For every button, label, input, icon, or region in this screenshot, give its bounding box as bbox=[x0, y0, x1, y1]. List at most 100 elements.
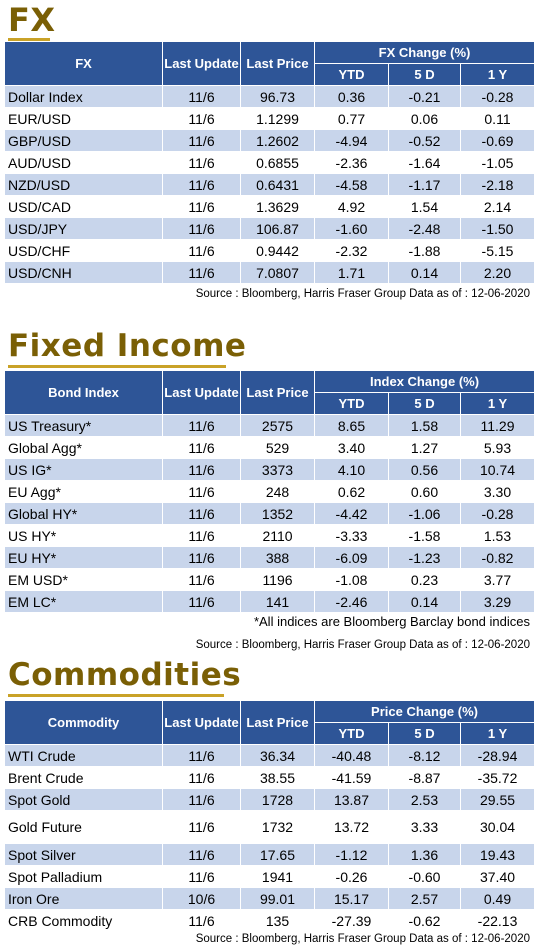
name-cell: Global Agg* bbox=[4, 436, 163, 459]
5d-cell: -1.88 bbox=[388, 239, 461, 262]
5d-cell: 2.57 bbox=[388, 887, 461, 910]
1y-cell: 19.43 bbox=[459, 843, 536, 866]
table-row: Global HY* 11/6 1352 -4.42 -1.06 -0.28 bbox=[4, 502, 536, 525]
last-price-cell: 529 bbox=[240, 436, 315, 459]
last-price-cell: 0.6855 bbox=[240, 151, 315, 174]
name-cell: NZD/USD bbox=[4, 173, 163, 196]
5d-cell: -8.87 bbox=[388, 766, 461, 789]
5d-cell: -1.06 bbox=[388, 502, 461, 525]
1y-cell: 3.77 bbox=[459, 568, 536, 591]
name-cell: Gold Future bbox=[4, 810, 163, 844]
ytd-cell: -1.08 bbox=[314, 568, 389, 591]
ytd-cell: -6.09 bbox=[314, 546, 389, 569]
table-row: AUD/USD 11/6 0.6855 -2.36 -1.64 -1.05 bbox=[4, 151, 536, 174]
commodities-title-underline bbox=[8, 694, 224, 697]
1y-cell: 0.11 bbox=[459, 107, 536, 130]
1y-cell: -1.05 bbox=[459, 151, 536, 174]
name-cell: Brent Crude bbox=[4, 766, 163, 789]
ytd-cell: -1.60 bbox=[314, 217, 389, 240]
ytd-cell: 15.17 bbox=[314, 887, 389, 910]
name-cell: USD/CNH bbox=[4, 261, 163, 284]
table-row: Dollar Index 11/6 96.73 0.36 -0.21 -0.28 bbox=[4, 85, 536, 108]
1y-cell: 2.14 bbox=[459, 195, 536, 218]
5d-cell: -0.21 bbox=[388, 85, 461, 108]
table-row: Gold Future 11/6 1732 13.72 3.33 30.04 bbox=[4, 810, 536, 844]
5d-cell: 1.54 bbox=[388, 195, 461, 218]
last-price-cell: 0.6431 bbox=[240, 173, 315, 196]
5d-cell: 0.14 bbox=[388, 261, 461, 284]
5d-cell: 1.58 bbox=[388, 414, 461, 437]
fx-header-5d: 5 D bbox=[388, 63, 461, 86]
ytd-cell: 13.72 bbox=[314, 810, 389, 844]
5d-cell: -0.60 bbox=[388, 865, 461, 888]
table-row: EU HY* 11/6 388 -6.09 -1.23 -0.82 bbox=[4, 546, 536, 569]
ytd-cell: 3.40 bbox=[314, 436, 389, 459]
fx-table-body: Dollar Index 11/6 96.73 0.36 -0.21 -0.28 EUR/U… bbox=[4, 85, 536, 284]
ytd-cell: -2.46 bbox=[314, 590, 389, 613]
5d-cell: 1.36 bbox=[388, 843, 461, 866]
ytd-cell: 0.36 bbox=[314, 85, 389, 108]
fixed-income-header-ytd: YTD bbox=[314, 392, 389, 415]
ytd-cell: 0.77 bbox=[314, 107, 389, 130]
ytd-cell: 0.62 bbox=[314, 480, 389, 503]
5d-cell: 0.06 bbox=[388, 107, 461, 130]
fixed-income-header-change-group: Index Change (%) bbox=[313, 370, 536, 393]
table-row: GBP/USD 11/6 1.2602 -4.94 -0.52 -0.69 bbox=[4, 129, 536, 152]
1y-cell: 0.49 bbox=[459, 887, 536, 910]
ytd-cell: -3.33 bbox=[314, 524, 389, 547]
fx-table: FX Last Update Last Price FX Change (%) … bbox=[4, 41, 536, 284]
fixed-income-header-last-price: Last Price bbox=[240, 370, 315, 415]
1y-cell: -2.18 bbox=[459, 173, 536, 196]
table-row: EM USD* 11/6 1196 -1.08 0.23 3.77 bbox=[4, 568, 536, 591]
commodities-header-last-update: Last Update bbox=[162, 700, 241, 745]
last-update-cell: 10/6 bbox=[162, 887, 241, 910]
ytd-cell: -2.32 bbox=[314, 239, 389, 262]
fixed-income-header-1y: 1 Y bbox=[459, 392, 536, 415]
last-update-cell: 11/6 bbox=[162, 524, 241, 547]
name-cell: WTI Crude bbox=[4, 744, 163, 767]
5d-cell: -0.52 bbox=[388, 129, 461, 152]
name-cell: CRB Commodity bbox=[4, 909, 163, 932]
last-update-cell: 11/6 bbox=[162, 590, 241, 613]
table-row: CRB Commodity 11/6 135 -27.39 -0.62 -22.13 bbox=[4, 909, 536, 932]
table-row: EU Agg* 11/6 248 0.62 0.60 3.30 bbox=[4, 480, 536, 503]
ytd-cell: -0.26 bbox=[314, 865, 389, 888]
5d-cell: 0.56 bbox=[388, 458, 461, 481]
commodities-header-last-price: Last Price bbox=[240, 700, 315, 745]
table-row: NZD/USD 11/6 0.6431 -4.58 -1.17 -2.18 bbox=[4, 173, 536, 196]
5d-cell: -1.23 bbox=[388, 546, 461, 569]
1y-cell: -0.28 bbox=[459, 85, 536, 108]
fixed-income-header-name: Bond Index bbox=[4, 370, 163, 415]
table-row: USD/CHF 11/6 0.9442 -2.32 -1.88 -5.15 bbox=[4, 239, 536, 262]
last-update-cell: 11/6 bbox=[162, 436, 241, 459]
ytd-cell: 8.65 bbox=[314, 414, 389, 437]
5d-cell: 0.60 bbox=[388, 480, 461, 503]
name-cell: GBP/USD bbox=[4, 129, 163, 152]
commodities-header-name: Commodity bbox=[4, 700, 163, 745]
table-row: Spot Gold 11/6 1728 13.87 2.53 29.55 bbox=[4, 788, 536, 811]
5d-cell: 0.23 bbox=[388, 568, 461, 591]
1y-cell: 30.04 bbox=[459, 810, 536, 844]
last-update-cell: 11/6 bbox=[162, 151, 241, 174]
last-update-cell: 11/6 bbox=[162, 217, 241, 240]
fixed-income-header-5d: 5 D bbox=[388, 392, 461, 415]
5d-cell: 1.27 bbox=[388, 436, 461, 459]
table-row: US HY* 11/6 2110 -3.33 -1.58 1.53 bbox=[4, 524, 536, 547]
5d-cell: -0.62 bbox=[388, 909, 461, 932]
fixed-income-footnote: *All indices are Bloomberg Barclay bond … bbox=[253, 614, 530, 629]
commodities-header-1y: 1 Y bbox=[459, 722, 536, 745]
name-cell: EM LC* bbox=[4, 590, 163, 613]
last-price-cell: 1.1299 bbox=[240, 107, 315, 130]
fixed-income-section-title: Fixed Income bbox=[8, 328, 247, 364]
fixed-income-header-last-update: Last Update bbox=[162, 370, 241, 415]
last-update-cell: 11/6 bbox=[162, 865, 241, 888]
ytd-cell: -40.48 bbox=[314, 744, 389, 767]
last-update-cell: 11/6 bbox=[162, 744, 241, 767]
last-price-cell: 2575 bbox=[240, 414, 315, 437]
fixed-income-table: Bond Index Last Update Last Price Index … bbox=[4, 370, 536, 613]
table-row: Global Agg* 11/6 529 3.40 1.27 5.93 bbox=[4, 436, 536, 459]
last-price-cell: 0.9442 bbox=[240, 239, 315, 262]
last-update-cell: 11/6 bbox=[162, 480, 241, 503]
last-price-cell: 1941 bbox=[240, 865, 315, 888]
last-price-cell: 38.55 bbox=[240, 766, 315, 789]
